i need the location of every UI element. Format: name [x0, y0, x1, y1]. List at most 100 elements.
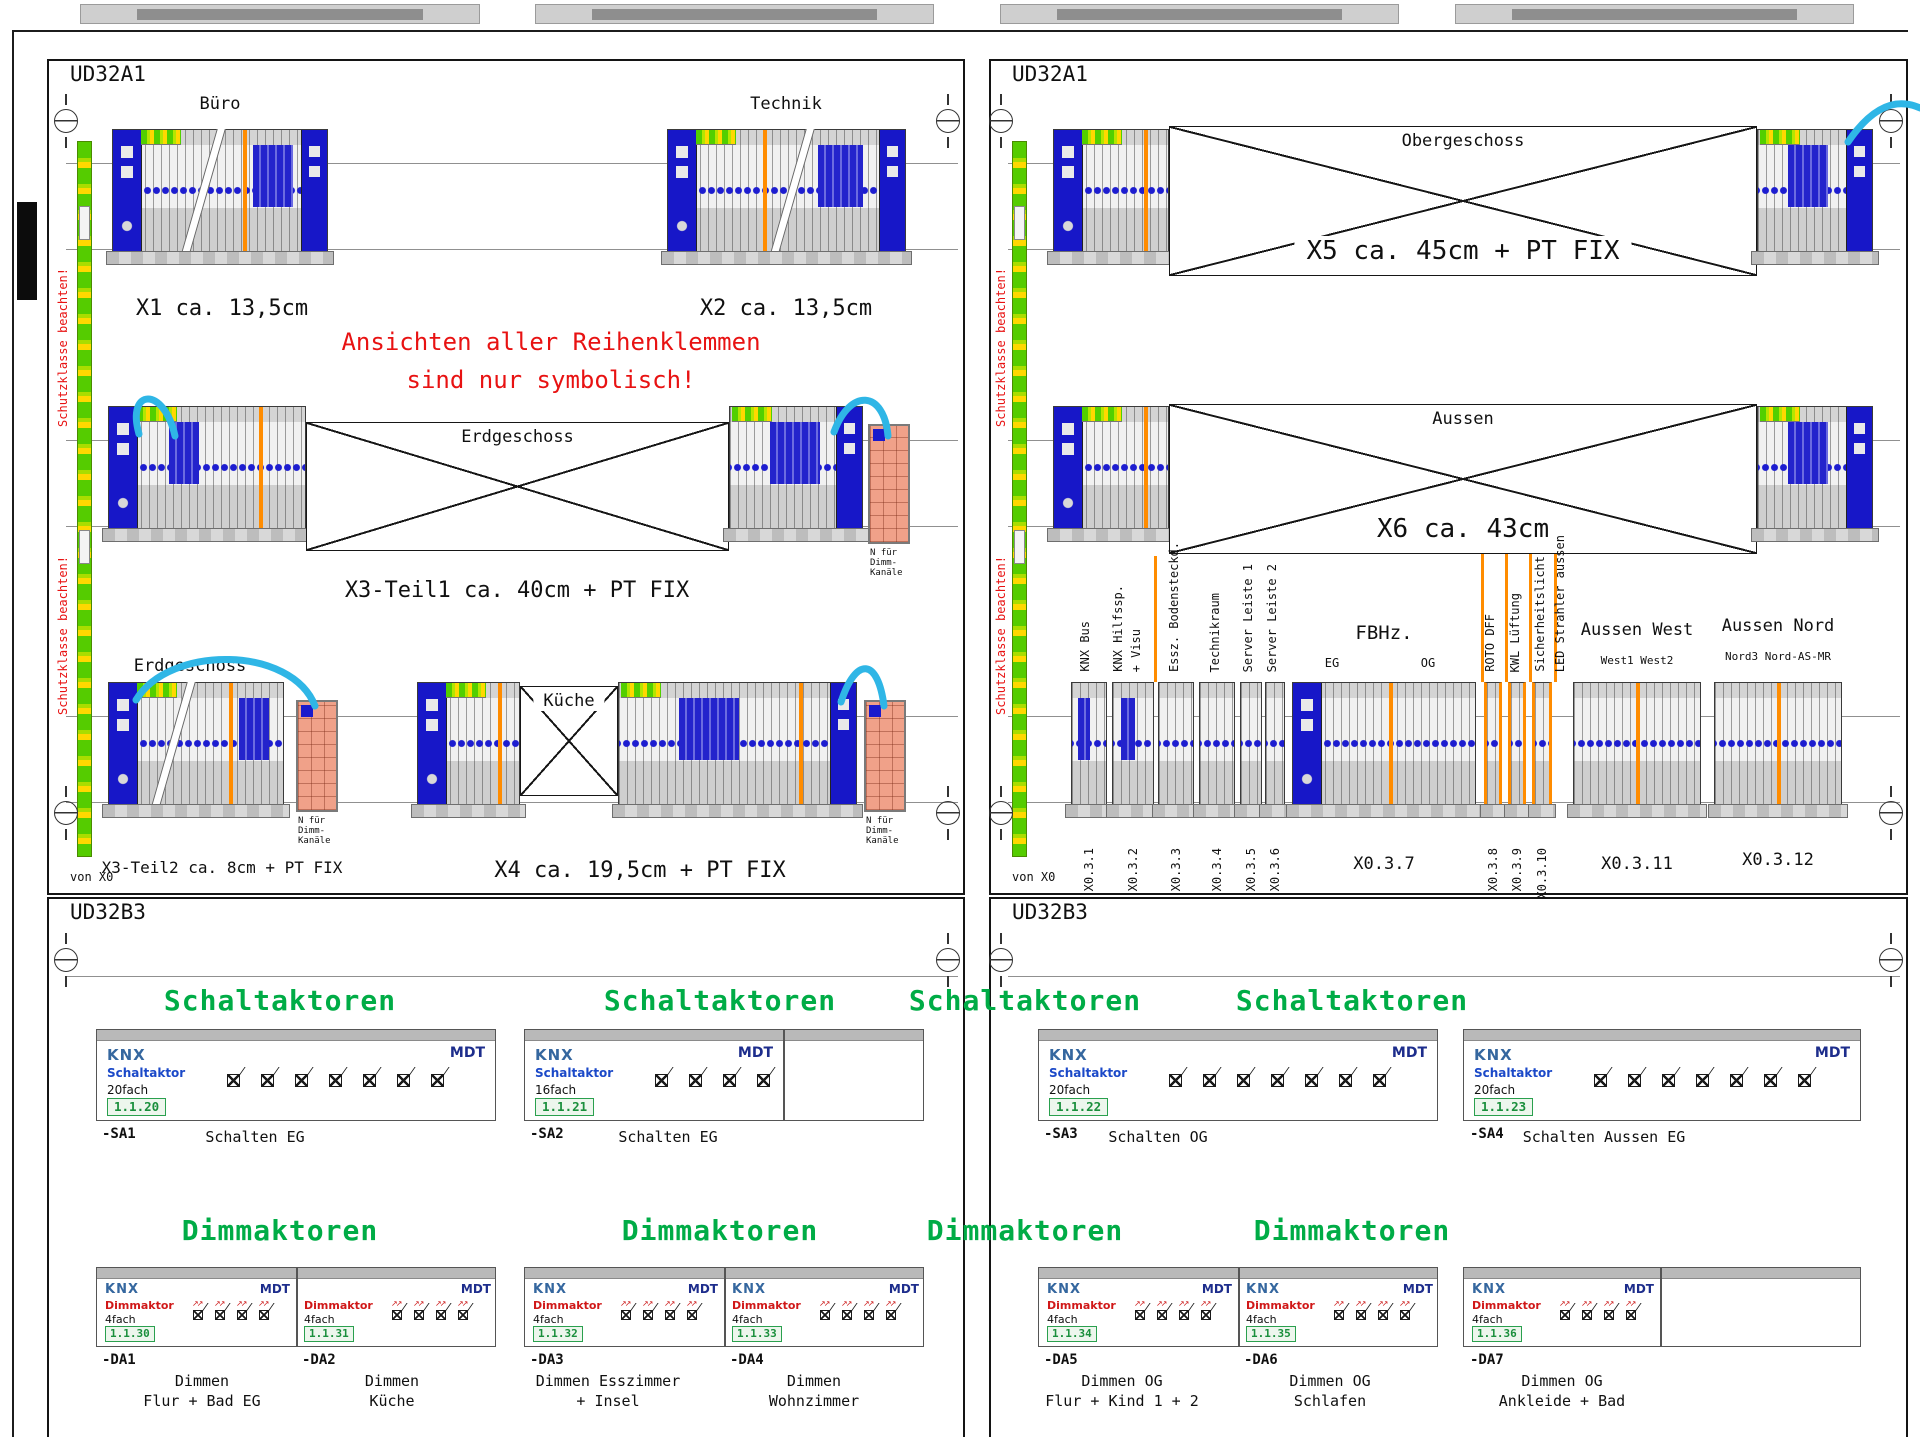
- reserved-size-label: X6 ca. 43cm: [1364, 514, 1562, 545]
- tab-inner-bar: [1511, 9, 1798, 20]
- device-address-badge: 1.1.35: [1246, 1326, 1296, 1342]
- device-pair-da5-da6: KNX Dimmaktor 4fach 1.1.34 MDT KNX Dimma…: [1038, 1267, 1438, 1347]
- group-label-server-leiste-2: Server Leiste 2: [1263, 505, 1281, 672]
- neutral-label-line: N für: [298, 816, 326, 826]
- mounting-hole: [54, 786, 78, 840]
- mounting-hole: [936, 933, 960, 987]
- terminal-group-x0-3-8: [1480, 682, 1506, 818]
- lamp-icon: [214, 1299, 225, 1320]
- pe-earth-rail: [1012, 141, 1027, 857]
- terminal-id: X0.3.3: [1167, 848, 1185, 932]
- device-sa2: KNX Schaltaktor 16fach 1.1.21 MDT: [524, 1029, 924, 1121]
- panel-title: UD32A1: [1012, 62, 1088, 86]
- device-type-label: Dimmaktor: [304, 1299, 373, 1312]
- device-channel-count: 4fach: [304, 1313, 335, 1326]
- strip-break: [151, 682, 196, 806]
- din-rail-line: [1008, 976, 1900, 977]
- section-heading-schaltaktoren: Schaltaktoren: [908, 984, 1142, 1017]
- lamp-icon: [1373, 1074, 1386, 1087]
- earth-terminal-cells: [137, 407, 177, 422]
- device-desc: Dimmen OG: [1081, 1372, 1163, 1390]
- terminal-group-x0-3-5: [1234, 682, 1268, 818]
- reserved-space-x4: Küche: [520, 686, 618, 796]
- device-address-badge: 1.1.21: [535, 1098, 595, 1116]
- blue-terminal-group: [1121, 698, 1135, 760]
- neutral-block-dimm: [296, 700, 338, 812]
- top-tab-3: [1000, 4, 1399, 24]
- lamp-icons: [620, 1299, 697, 1320]
- mdt-logo: MDT: [1814, 1045, 1850, 1061]
- mounting-hole: [989, 94, 1013, 148]
- terminal-id: X0.3.9: [1508, 848, 1526, 932]
- lamp-icon: [1156, 1299, 1167, 1320]
- strip-room-label: Erdgeschoss: [133, 656, 247, 676]
- terminal-endcap: [879, 130, 905, 252]
- device-desc: + Insel: [576, 1392, 640, 1410]
- lamp-icon: [1237, 1074, 1250, 1087]
- device-desc: Schlafen: [1293, 1392, 1367, 1410]
- knx-logo: KNX: [535, 1046, 574, 1064]
- reserved-size-label: X5 ca. 45cm + PT FIX: [1294, 236, 1632, 267]
- device-address-badge: 1.1.31: [304, 1326, 354, 1342]
- lamp-icon: [1271, 1074, 1284, 1087]
- orange-separator: [498, 683, 502, 805]
- lamp-icon: [413, 1299, 424, 1320]
- lamp-icon: [261, 1074, 274, 1087]
- lamp-icon: [1625, 1299, 1636, 1320]
- terminal-strip-x3-start: [102, 406, 312, 542]
- lamp-icon: [1399, 1299, 1410, 1320]
- device-desc: Schalten EG: [205, 1128, 305, 1146]
- device-desc: Dimmen Esszimmer: [535, 1372, 681, 1390]
- device-ref: -SA4: [1470, 1126, 1504, 1142]
- group-label-visu: + Visu: [1127, 505, 1145, 672]
- orange-separator-line: [1481, 548, 1484, 682]
- neutral-label-line: N für: [870, 548, 898, 558]
- terminal-id: X0.3.6: [1266, 848, 1284, 932]
- device-sa4: KNX Schaltaktor 20fach 1.1.23 MDT: [1463, 1029, 1861, 1121]
- mdt-logo: MDT: [888, 1282, 919, 1296]
- device-ref: -DA2: [302, 1352, 336, 1368]
- vertical-id: X0.3.6: [1268, 848, 1282, 892]
- lamp-icon: [1200, 1299, 1211, 1320]
- group-label-led-strahler: LED Strahler aussen: [1551, 505, 1569, 672]
- lamp-icon: [1628, 1074, 1641, 1087]
- lamp-icon: [1355, 1299, 1366, 1320]
- device-channel-count: 20fach: [1474, 1083, 1516, 1097]
- von-x0-label: von X0: [1012, 870, 1056, 884]
- device-channel-count: 4fach: [1472, 1313, 1503, 1326]
- strip-room-label: Büro: [199, 94, 241, 114]
- group-label-server-leiste-1: Server Leiste 1: [1239, 505, 1257, 672]
- device-address-badge: 1.1.23: [1474, 1098, 1534, 1116]
- lamp-icon: [1305, 1074, 1318, 1087]
- device-desc: Dimmen OG: [1289, 1372, 1371, 1390]
- device-divider: [1660, 1268, 1662, 1346]
- neutral-block-label: N für Dimm- Kanäle: [870, 548, 903, 578]
- neutral-label-line: Dimm-: [866, 826, 894, 836]
- terminal-id: X0.3.2: [1124, 848, 1142, 932]
- device-address-badge: 1.1.32: [533, 1326, 583, 1342]
- knx-logo: KNX: [105, 1282, 139, 1297]
- terminal-group-x0-3-6: [1259, 682, 1291, 818]
- device-ref: -DA5: [1044, 1352, 1078, 1368]
- device-type-label: Dimmaktor: [105, 1299, 174, 1312]
- orange-separator-line: [1154, 556, 1157, 682]
- device-ref: -DA7: [1470, 1352, 1504, 1368]
- terminal-id: X0.3.7: [1353, 854, 1415, 874]
- orange-separator: [259, 407, 263, 529]
- device-desc: Dimmen OG: [1521, 1372, 1603, 1390]
- strip-break: [770, 129, 815, 253]
- vertical-id: X0.3.1: [1082, 848, 1096, 892]
- neutral-label-line: Kanäle: [298, 836, 331, 846]
- top-tab-2: [535, 4, 934, 24]
- terminal-endcap: [836, 407, 862, 529]
- blue-terminal-group: [1788, 145, 1828, 207]
- device-da7: KNX Dimmaktor 4fach 1.1.36 MDT: [1464, 1268, 1660, 1346]
- earth-terminal-cells: [696, 130, 736, 145]
- device-desc: Dimmen: [174, 1372, 230, 1390]
- device-ref: -SA3: [1044, 1126, 1078, 1142]
- mdt-logo: MDT: [259, 1282, 290, 1296]
- lamp-icon: [1594, 1074, 1607, 1087]
- lamp-icon: [1730, 1074, 1743, 1087]
- device-divider: [783, 1030, 785, 1120]
- knx-logo: KNX: [1246, 1282, 1280, 1297]
